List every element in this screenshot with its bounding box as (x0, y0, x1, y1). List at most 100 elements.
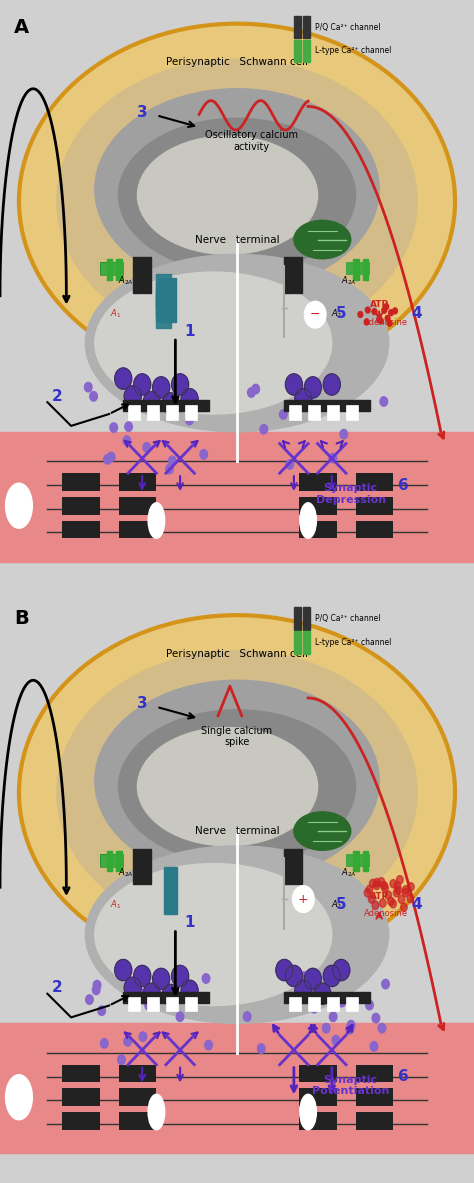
Ellipse shape (85, 846, 389, 1023)
Ellipse shape (95, 680, 379, 881)
Circle shape (323, 965, 340, 987)
Circle shape (384, 304, 389, 310)
Bar (133, 849, 141, 885)
Ellipse shape (118, 710, 356, 864)
Circle shape (394, 881, 401, 890)
Bar (156, 289, 171, 322)
Bar (356, 1065, 393, 1082)
Circle shape (374, 879, 380, 887)
Text: 4: 4 (412, 306, 422, 321)
Circle shape (365, 308, 370, 313)
Text: 6: 6 (398, 1069, 408, 1084)
Bar (284, 991, 370, 1003)
Bar (299, 1112, 337, 1130)
Ellipse shape (57, 651, 417, 935)
Bar (185, 996, 197, 1011)
Circle shape (322, 1023, 330, 1033)
Bar (118, 473, 156, 491)
Circle shape (86, 995, 93, 1004)
Circle shape (323, 374, 340, 395)
Circle shape (169, 457, 176, 466)
Circle shape (340, 429, 347, 439)
Circle shape (300, 971, 308, 981)
Bar (327, 405, 339, 420)
Circle shape (366, 1001, 374, 1010)
Circle shape (285, 374, 302, 395)
Ellipse shape (300, 503, 317, 538)
Text: $A_1$: $A_1$ (331, 899, 342, 911)
Circle shape (365, 319, 369, 325)
Circle shape (372, 309, 377, 315)
Text: B: B (14, 609, 29, 628)
Circle shape (378, 318, 383, 324)
Bar (284, 849, 293, 885)
Circle shape (247, 388, 255, 397)
Bar (299, 1088, 337, 1106)
Circle shape (172, 965, 189, 987)
Circle shape (153, 968, 170, 989)
Bar (107, 259, 112, 280)
Bar (303, 15, 310, 39)
Ellipse shape (19, 615, 455, 970)
Circle shape (338, 997, 346, 1007)
Circle shape (153, 376, 170, 399)
Bar (185, 405, 197, 420)
Bar (62, 521, 100, 538)
Bar (363, 259, 368, 280)
Bar (346, 996, 358, 1011)
Bar (100, 854, 123, 866)
Circle shape (176, 1011, 184, 1021)
Circle shape (304, 968, 321, 989)
Circle shape (145, 1001, 153, 1010)
Bar (62, 497, 100, 515)
Circle shape (370, 1041, 378, 1051)
Circle shape (364, 888, 371, 897)
Bar (100, 261, 123, 274)
Ellipse shape (95, 89, 379, 290)
Bar (363, 851, 368, 871)
Circle shape (402, 886, 409, 894)
Bar (353, 851, 359, 871)
Circle shape (186, 415, 193, 425)
Circle shape (137, 989, 145, 998)
Bar (356, 1112, 393, 1130)
Bar (133, 258, 141, 293)
Circle shape (134, 374, 151, 395)
Circle shape (392, 308, 397, 313)
Circle shape (172, 374, 189, 395)
Circle shape (390, 899, 396, 907)
Bar (299, 521, 337, 538)
Ellipse shape (19, 24, 455, 379)
Bar (100, 854, 123, 866)
Circle shape (332, 1035, 340, 1045)
Bar (346, 261, 370, 274)
Bar (0, 1023, 474, 1153)
Bar (118, 1112, 156, 1130)
Bar (0, 432, 474, 562)
Bar (289, 405, 301, 420)
Text: P/Q Ca²⁺ channel: P/Q Ca²⁺ channel (315, 22, 381, 32)
Bar (299, 497, 337, 515)
Text: L-type Ca²⁺ channel: L-type Ca²⁺ channel (315, 46, 392, 56)
Circle shape (395, 886, 401, 894)
Circle shape (200, 450, 208, 459)
Circle shape (123, 437, 131, 446)
Circle shape (368, 894, 375, 903)
Text: +: + (298, 893, 309, 905)
Circle shape (205, 1040, 212, 1049)
Bar (294, 258, 302, 293)
Circle shape (402, 888, 409, 897)
Circle shape (369, 879, 376, 887)
Text: Adenosine: Adenosine (364, 318, 409, 327)
Bar (62, 1112, 100, 1130)
Bar (123, 991, 209, 1003)
Circle shape (388, 897, 394, 905)
Circle shape (398, 896, 405, 904)
Ellipse shape (137, 728, 318, 846)
Circle shape (377, 317, 382, 323)
Bar (164, 866, 177, 913)
Circle shape (286, 460, 293, 470)
Circle shape (252, 384, 260, 394)
Text: $A_1$: $A_1$ (331, 308, 342, 319)
Circle shape (257, 1043, 265, 1053)
